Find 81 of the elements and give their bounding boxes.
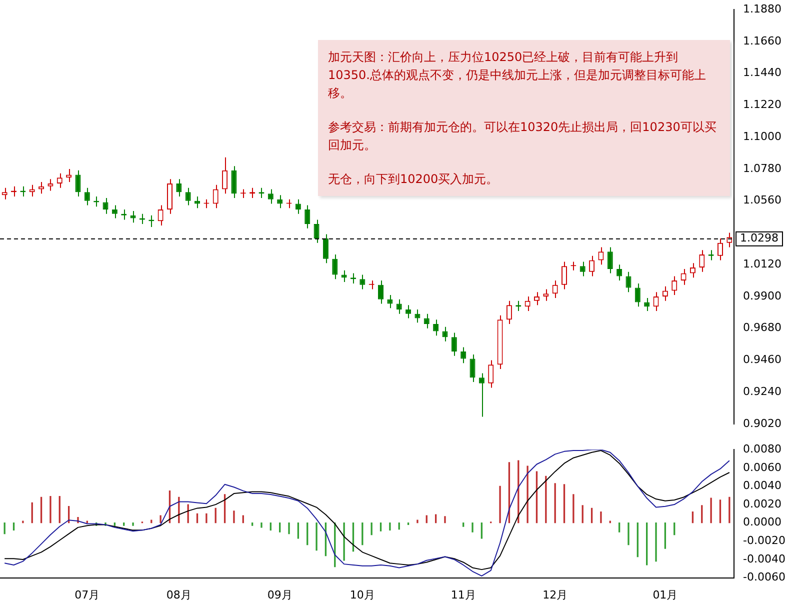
candlestick xyxy=(268,188,274,204)
candlestick xyxy=(406,304,412,319)
candlestick xyxy=(48,178,54,192)
x-tick-label: 11月 xyxy=(450,588,476,602)
candlestick xyxy=(102,197,108,214)
candlestick xyxy=(552,280,558,298)
y-tick-label: -0.0020 xyxy=(743,534,786,548)
candlestick xyxy=(360,274,366,290)
y-tick-label: 0.9460 xyxy=(743,353,782,366)
candlestick xyxy=(672,276,678,296)
x-tick-label: 09月 xyxy=(267,588,292,602)
ref-line-label: 1.0298 xyxy=(740,232,778,245)
candlestick xyxy=(322,234,328,264)
x-tick-label: 08月 xyxy=(166,588,192,602)
y-tick-label: -0.0040 xyxy=(743,552,786,566)
candlestick xyxy=(295,198,301,214)
y-tick-label: 1.0560 xyxy=(743,194,782,207)
candlestick xyxy=(680,268,686,286)
candlestick xyxy=(717,238,723,261)
y-tick-label: -0.0060 xyxy=(743,570,786,584)
candlestick xyxy=(212,184,218,209)
candlestick xyxy=(231,166,237,198)
candlestick xyxy=(396,298,402,314)
y-tick-label: 0.9020 xyxy=(743,416,782,430)
candlestick xyxy=(634,282,640,308)
y-tick-label: 1.1440 xyxy=(743,66,782,80)
candlestick xyxy=(524,296,530,312)
y-tick-label: 0.0080 xyxy=(743,442,782,456)
candlestick xyxy=(56,172,62,188)
x-tick-label: 12月 xyxy=(542,588,568,602)
candlestick xyxy=(460,346,466,364)
candlestick xyxy=(378,280,384,304)
y-tick-label: 1.1220 xyxy=(743,98,782,112)
y-tick-label: 1.1000 xyxy=(743,130,782,143)
x-tick-label: 10月 xyxy=(350,588,375,602)
y-tick-label: 1.1660 xyxy=(743,34,782,48)
y-tick-label: 1.1880 xyxy=(743,2,782,16)
candlestick xyxy=(607,246,613,274)
annotation: 参考交易：前期有加元仓的。可以在10320先止损出局，回10230可以买回加元。 xyxy=(328,119,718,154)
candlestick xyxy=(580,261,586,277)
candlestick xyxy=(277,194,283,209)
candlestick xyxy=(84,187,90,206)
candlestick xyxy=(194,196,200,209)
candlestick xyxy=(442,326,448,342)
candlestick xyxy=(332,254,338,280)
candlestick xyxy=(626,271,632,293)
y-tick-label: 0.0000 xyxy=(743,516,782,529)
annotation: 无仓，向下到10200买入加元。 xyxy=(328,171,500,188)
candlestick xyxy=(112,204,118,219)
candlestick xyxy=(38,182,44,194)
candlestick xyxy=(653,292,659,312)
y-tick-label: 1.0780 xyxy=(743,162,782,175)
x-tick-label: 07月 xyxy=(74,588,100,602)
candlestick xyxy=(699,250,705,272)
annotation: 加元天图：汇价向上，压力位10250已经上破，目前有可能上升到10350.总体的观点不变，仍是中线加元上涨，但是加元调整目标可能上移。 xyxy=(328,49,707,102)
candlestick xyxy=(534,292,540,306)
candlestick xyxy=(488,360,494,388)
y-tick-label: 1.0120 xyxy=(743,257,782,270)
y-tick-label: 0.9680 xyxy=(743,321,782,334)
y-tick-label: 0.0040 xyxy=(743,479,782,492)
candlestick xyxy=(598,246,604,266)
candlestick xyxy=(222,156,228,194)
y-tick-label: 0.0060 xyxy=(743,460,782,474)
y-tick-label: 0.0020 xyxy=(743,497,782,510)
candlestick xyxy=(470,354,476,382)
candlestick xyxy=(478,372,484,418)
y-tick-label: 0.9900 xyxy=(743,289,782,302)
candlestick xyxy=(185,187,191,206)
x-tick-label: 01月 xyxy=(652,588,678,602)
candlestick xyxy=(158,204,164,226)
candlestick xyxy=(304,204,310,229)
candlestick xyxy=(424,313,430,329)
candlestick xyxy=(75,170,81,198)
y-tick-label: 0.9240 xyxy=(743,384,782,398)
candlestick xyxy=(451,332,457,356)
candlestick xyxy=(176,178,182,198)
candlestick xyxy=(506,300,512,325)
candlestick xyxy=(314,219,320,244)
candlestick xyxy=(543,288,549,302)
candlestick xyxy=(589,255,595,277)
candlestick xyxy=(562,261,568,290)
